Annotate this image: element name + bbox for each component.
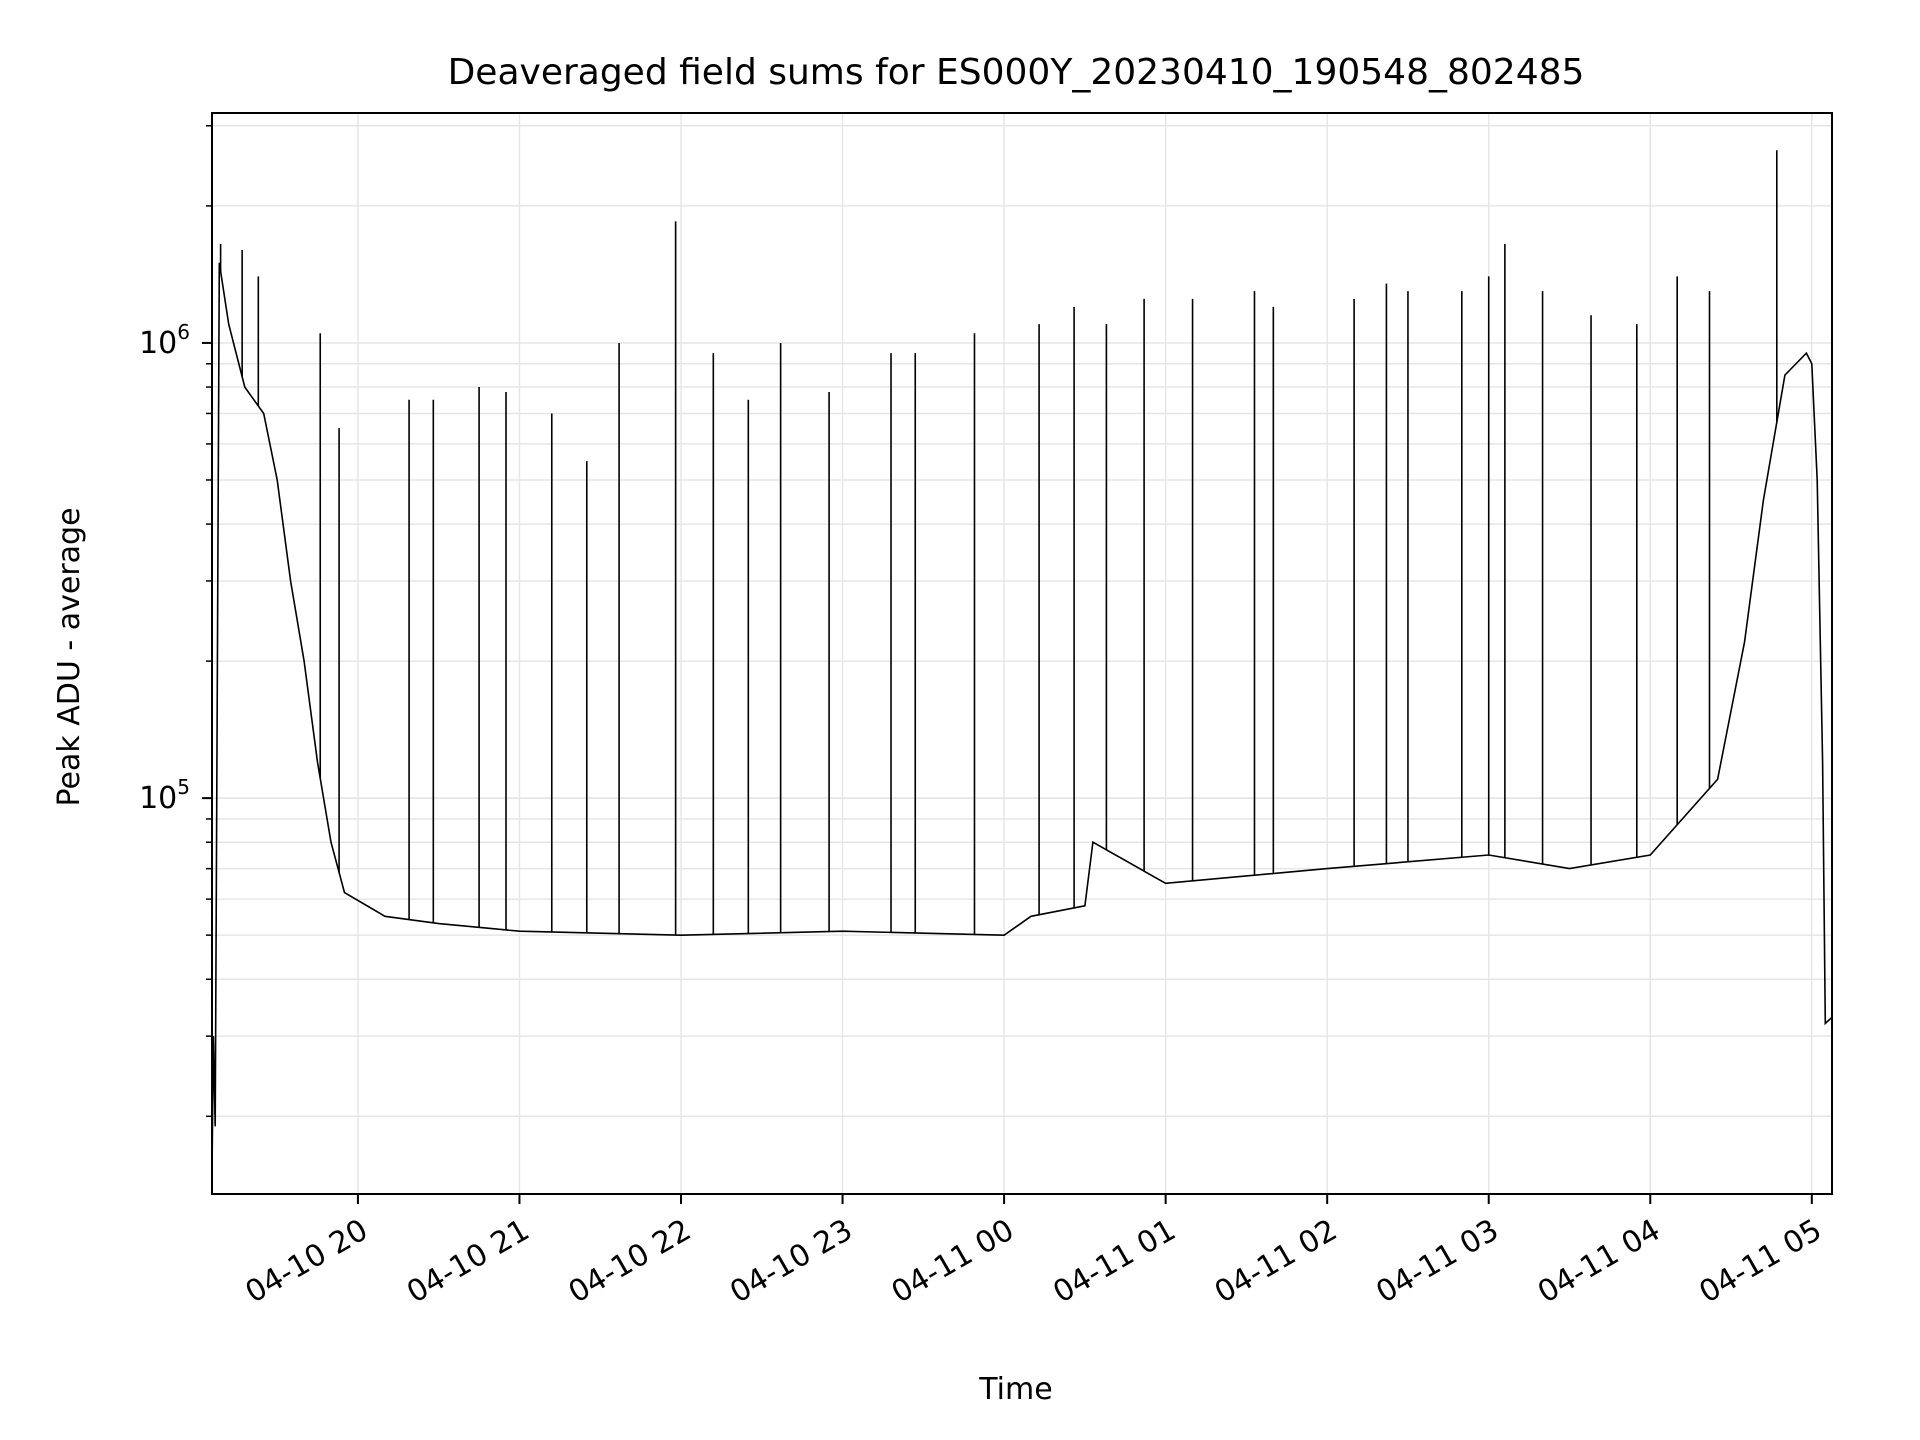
grid <box>212 113 1832 1194</box>
y-tick-label: 105 <box>139 775 190 816</box>
axes-frame <box>211 112 1833 1195</box>
x-axis-label: Time <box>978 1372 1052 1407</box>
series-line <box>211 262 1833 1174</box>
y-axis-label: Peak ADU - average <box>52 507 87 806</box>
chart-title: Deaveraged field sums for ES000Y_2023041… <box>448 52 1585 93</box>
plot-area <box>211 150 1833 1174</box>
